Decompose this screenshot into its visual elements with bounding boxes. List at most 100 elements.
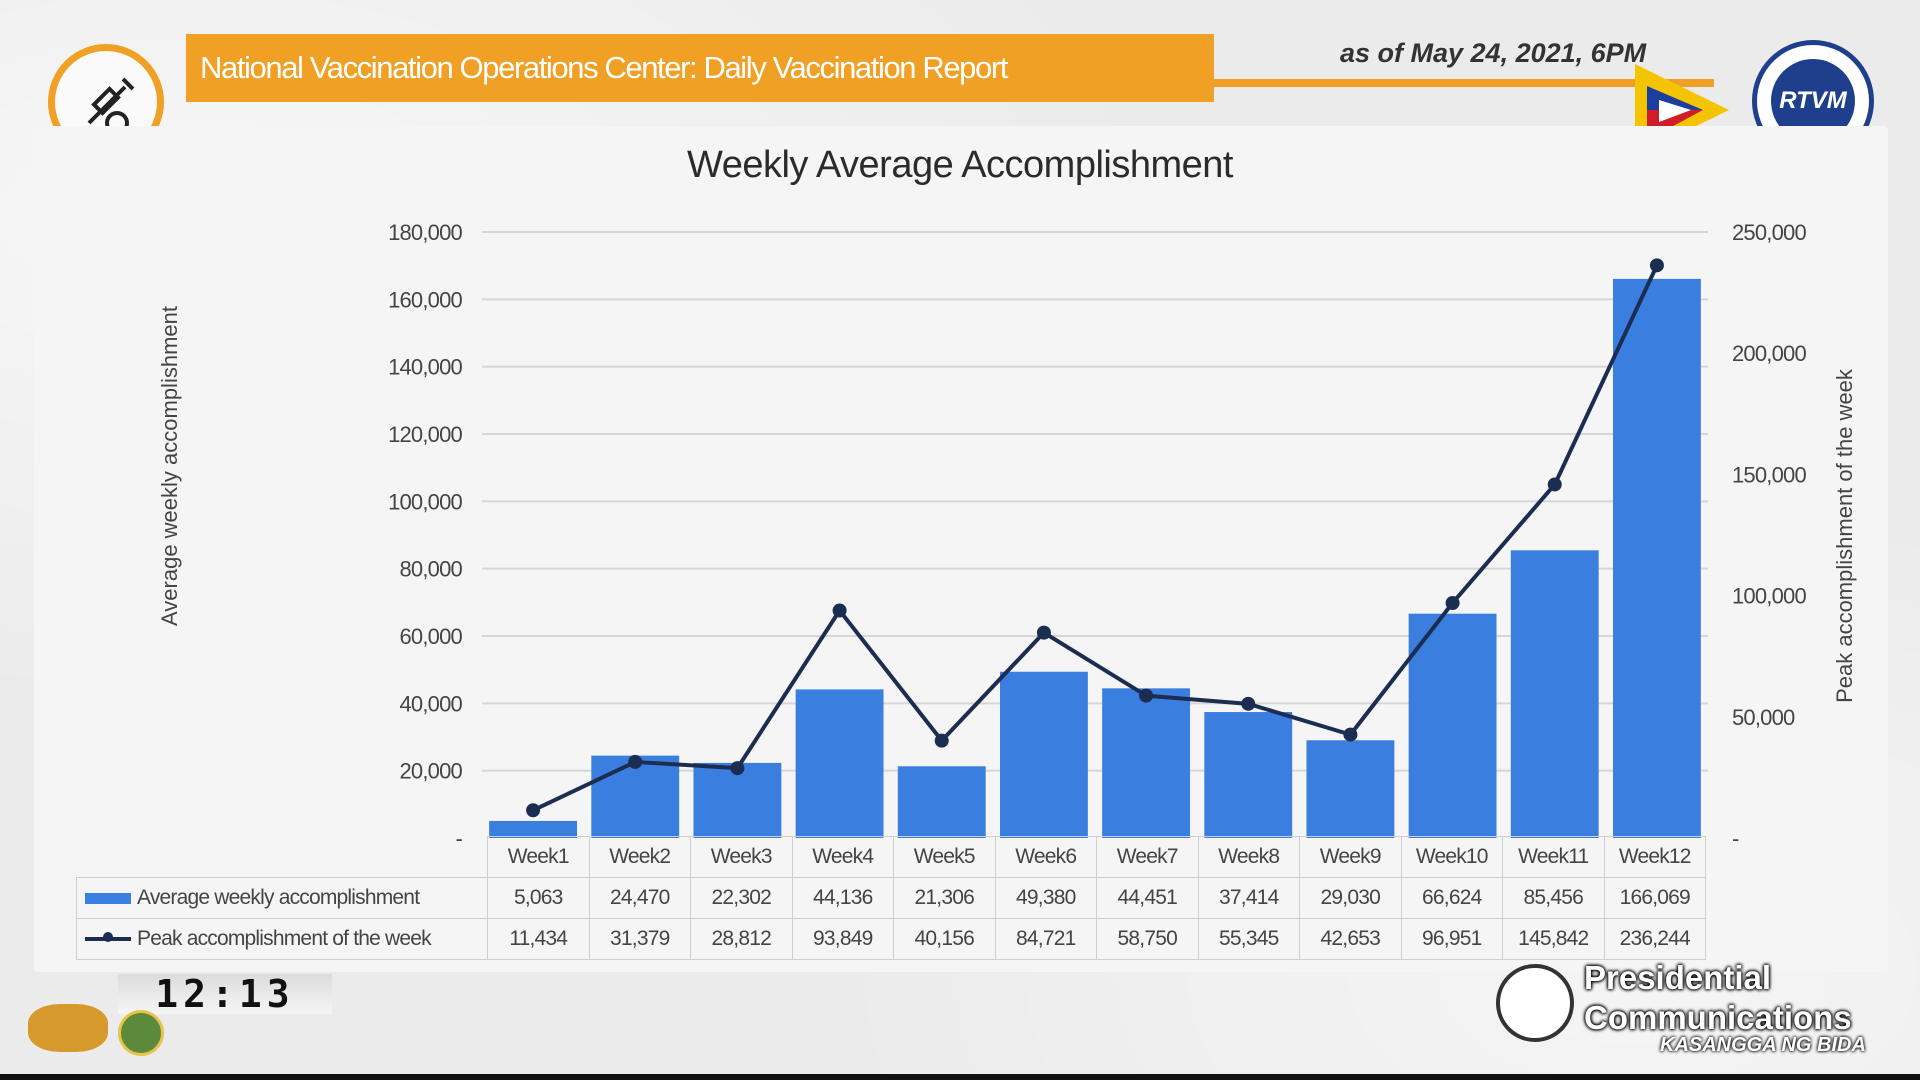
bar-week6 <box>999 671 1088 838</box>
table-cell-peak: 145,842 <box>1502 918 1605 960</box>
broadcaster-line-2: Communications <box>1584 999 1852 1036</box>
broadcast-clock: 12:13 <box>118 974 332 1014</box>
table-cell-peak: 40,156 <box>893 918 996 960</box>
table-cell-peak: 28,812 <box>690 918 793 960</box>
peak-point-week8 <box>1241 696 1256 711</box>
table-row-bar-series: Average weekly accomplishment 5,063 24,47… <box>76 877 1706 919</box>
table-cell-average: 44,451 <box>1096 877 1199 919</box>
peak-point-week1 <box>526 803 541 818</box>
peak-point-week3 <box>730 761 745 776</box>
bar-week9 <box>1306 740 1395 838</box>
y-tick-label-right: 100,000 <box>1732 584 1806 609</box>
x-tick-label: Week8 <box>1197 836 1300 878</box>
y-tick-label-left: - <box>455 826 462 851</box>
y-tick-label-left: 100,000 <box>388 489 462 514</box>
y-tick-label-left: 120,000 <box>388 422 462 447</box>
x-tick-label: Week12 <box>1603 836 1706 878</box>
table-cell-average: 24,470 <box>588 877 691 919</box>
bar-week2 <box>591 755 680 838</box>
x-tick-label: Week10 <box>1400 836 1503 878</box>
table-row-line-series: Peak accomplishment of the week 11,434 31… <box>76 918 1706 960</box>
y-tick-label-right: 250,000 <box>1732 220 1806 245</box>
table-cell-average: 44,136 <box>791 877 894 919</box>
peak-point-week5 <box>934 733 949 748</box>
peak-point-week2 <box>628 754 643 769</box>
report-title: National Vaccination Operations Center: … <box>200 50 1008 85</box>
x-tick-label: Week3 <box>690 836 793 878</box>
y-tick-label-right: 200,000 <box>1732 341 1806 366</box>
show-logo-icon <box>28 1004 108 1052</box>
broadcaster-line-1: Presidential <box>1584 959 1772 996</box>
broadcaster-name: Presidential Communications <box>1584 958 1852 1038</box>
legend-line-swatch <box>85 932 131 943</box>
title-underline <box>1214 79 1714 87</box>
peak-point-week7 <box>1139 688 1154 703</box>
x-tick-label: Week6 <box>994 836 1097 878</box>
x-tick-label: Week7 <box>1096 836 1199 878</box>
x-tick-label: Week1 <box>487 836 590 878</box>
table-cell-peak: 55,345 <box>1197 918 1300 960</box>
peak-point-week10 <box>1445 595 1460 610</box>
bar-week5 <box>897 766 986 838</box>
bar-week4 <box>795 689 884 838</box>
table-cell-average: 37,414 <box>1197 877 1300 919</box>
table-cell-peak: 93,849 <box>791 918 894 960</box>
bar-week1 <box>489 820 578 838</box>
table-cell-average: 166,069 <box>1603 877 1706 919</box>
table-cell-peak: 236,244 <box>1603 918 1706 960</box>
table-cell-average: 29,030 <box>1299 877 1402 919</box>
table-cell-average: 21,306 <box>893 877 996 919</box>
legend-item-line-series: Peak accomplishment of the week <box>76 918 488 960</box>
y-tick-label-left: 40,000 <box>400 691 463 716</box>
peak-series-line <box>532 264 1659 813</box>
table-cell-peak: 58,750 <box>1096 918 1199 960</box>
x-tick-label: Week9 <box>1299 836 1402 878</box>
agency-seal-icon <box>118 1010 164 1056</box>
table-row-categories: Week1 Week2 Week3 Week4 Week5 Week6 Week7 Week8… <box>77 836 1706 878</box>
peak-point-week11 <box>1547 477 1562 492</box>
chart-title: Weekly Average Accomplishment <box>687 144 1233 186</box>
peak-point-week6 <box>1036 625 1051 640</box>
table-cell-average: 5,063 <box>487 877 590 919</box>
report-title-bar: National Vaccination Operations Center: … <box>186 34 1214 102</box>
table-cell-average: 49,380 <box>994 877 1097 919</box>
x-tick-label: Week2 <box>588 836 691 878</box>
table-cell-peak: 11,434 <box>487 918 590 960</box>
table-corner-empty <box>77 837 488 878</box>
y-tick-label-right: 50,000 <box>1732 705 1795 730</box>
y-tick-label-right: 150,000 <box>1732 462 1806 487</box>
x-tick-label: Week5 <box>893 836 996 878</box>
y-tick-label-left: 140,000 <box>388 355 462 380</box>
bottom-edge <box>0 1074 1920 1080</box>
bar-week7 <box>1102 688 1191 838</box>
legend-label-bar: Average weekly accomplishment <box>137 886 420 909</box>
table-cell-average: 22,302 <box>690 877 793 919</box>
bar-week11 <box>1510 550 1599 838</box>
y-tick-label-left: 80,000 <box>400 557 463 582</box>
table-cell-peak: 31,379 <box>588 918 691 960</box>
report-date: as of May 24, 2021, 6PM <box>1340 38 1647 68</box>
table-cell-peak: 96,951 <box>1400 918 1503 960</box>
table-cell-average: 66,624 <box>1400 877 1503 919</box>
x-tick-label: Week11 <box>1502 836 1605 878</box>
y-tick-label-left: 180,000 <box>388 220 462 245</box>
y-tick-label-right: - <box>1732 826 1739 851</box>
peak-point-week4 <box>832 603 847 618</box>
peak-point-week12 <box>1649 258 1664 273</box>
x-tick-label: Week4 <box>791 836 894 878</box>
y-tick-label-left: 20,000 <box>400 759 463 784</box>
pcoo-seal-icon <box>1496 964 1574 1042</box>
bar-week3 <box>693 762 782 838</box>
bar-week10 <box>1408 613 1497 838</box>
legend-item-bar-series: Average weekly accomplishment <box>76 877 488 919</box>
legend-label-line: Peak accomplishment of the week <box>137 927 432 950</box>
y-tick-label-left: 160,000 <box>388 287 462 312</box>
broadcaster-tagline: KASANGGA NG BIDA <box>1660 1034 1866 1056</box>
bar-week12 <box>1612 278 1701 839</box>
table-cell-peak: 84,721 <box>994 918 1097 960</box>
legend-bar-swatch <box>85 892 131 904</box>
peak-point-week9 <box>1343 727 1358 742</box>
y-tick-label-left: 60,000 <box>400 624 463 649</box>
rtvm-seal-text: RTVM <box>1771 59 1855 143</box>
